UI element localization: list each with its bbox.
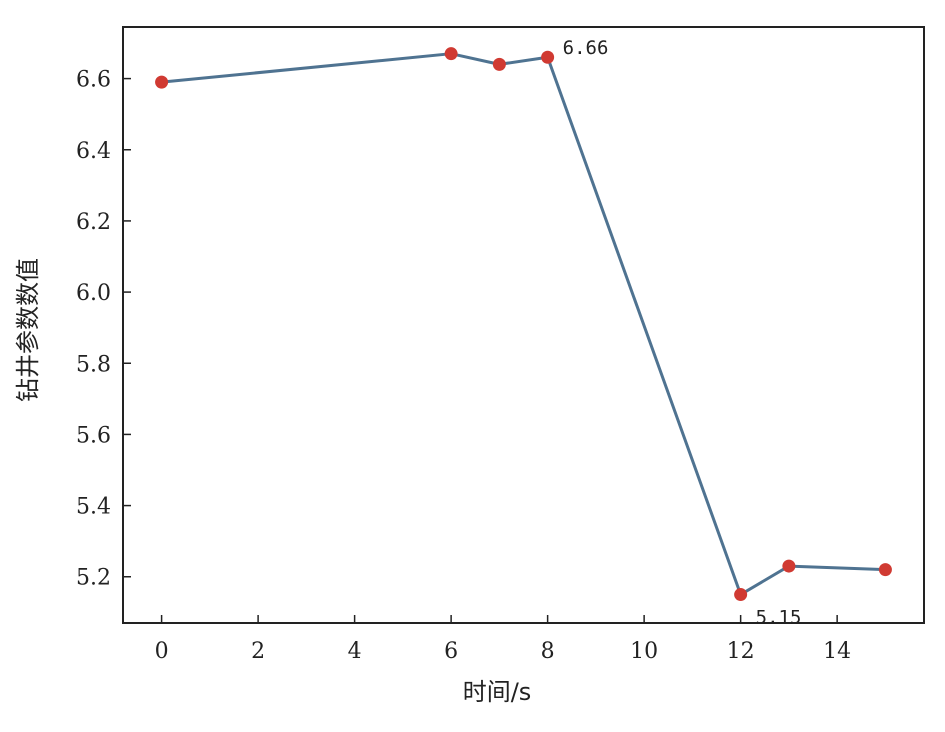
data-label: 6.66	[563, 37, 609, 59]
y-tick-label: 6.4	[76, 139, 111, 164]
data-point	[492, 57, 506, 71]
x-tick-label: 0	[155, 639, 169, 664]
data-point	[878, 563, 892, 577]
y-axis-ticks: 5.2 5.4 5.6 5.8 6.0 6.2 6.4 6.6	[76, 68, 131, 591]
x-tick-label: 14	[823, 639, 851, 664]
annotation-layer: 6.66 5.15	[563, 37, 802, 628]
plot-frame	[122, 26, 925, 624]
y-axis-title: 钻井参数数值	[14, 258, 42, 402]
y-tick-label: 6.2	[76, 210, 111, 235]
y-tick-label: 6.0	[76, 281, 111, 306]
data-point	[541, 50, 555, 64]
y-tick-label: 6.6	[76, 68, 111, 93]
data-label: 5.15	[756, 607, 802, 629]
data-point	[444, 47, 458, 61]
data-point	[734, 588, 748, 602]
data-point	[155, 75, 169, 89]
x-tick-label: 2	[251, 639, 265, 664]
y-tick-label: 5.4	[76, 495, 111, 520]
series-layer	[155, 47, 892, 602]
x-axis-title: 时间/s	[463, 678, 532, 706]
y-tick-label: 5.6	[76, 423, 111, 448]
series-line	[161, 52, 886, 597]
x-axis-ticks: 0 2 4 6 8 10 12 14	[155, 615, 851, 664]
x-tick-label: 6	[444, 639, 458, 664]
x-tick-label: 8	[541, 639, 555, 664]
x-tick-label: 10	[630, 639, 658, 664]
x-tick-label: 12	[727, 639, 755, 664]
data-point	[782, 559, 796, 573]
x-tick-label: 4	[348, 639, 362, 664]
y-tick-label: 5.8	[76, 352, 111, 377]
y-tick-label: 5.2	[76, 566, 111, 591]
